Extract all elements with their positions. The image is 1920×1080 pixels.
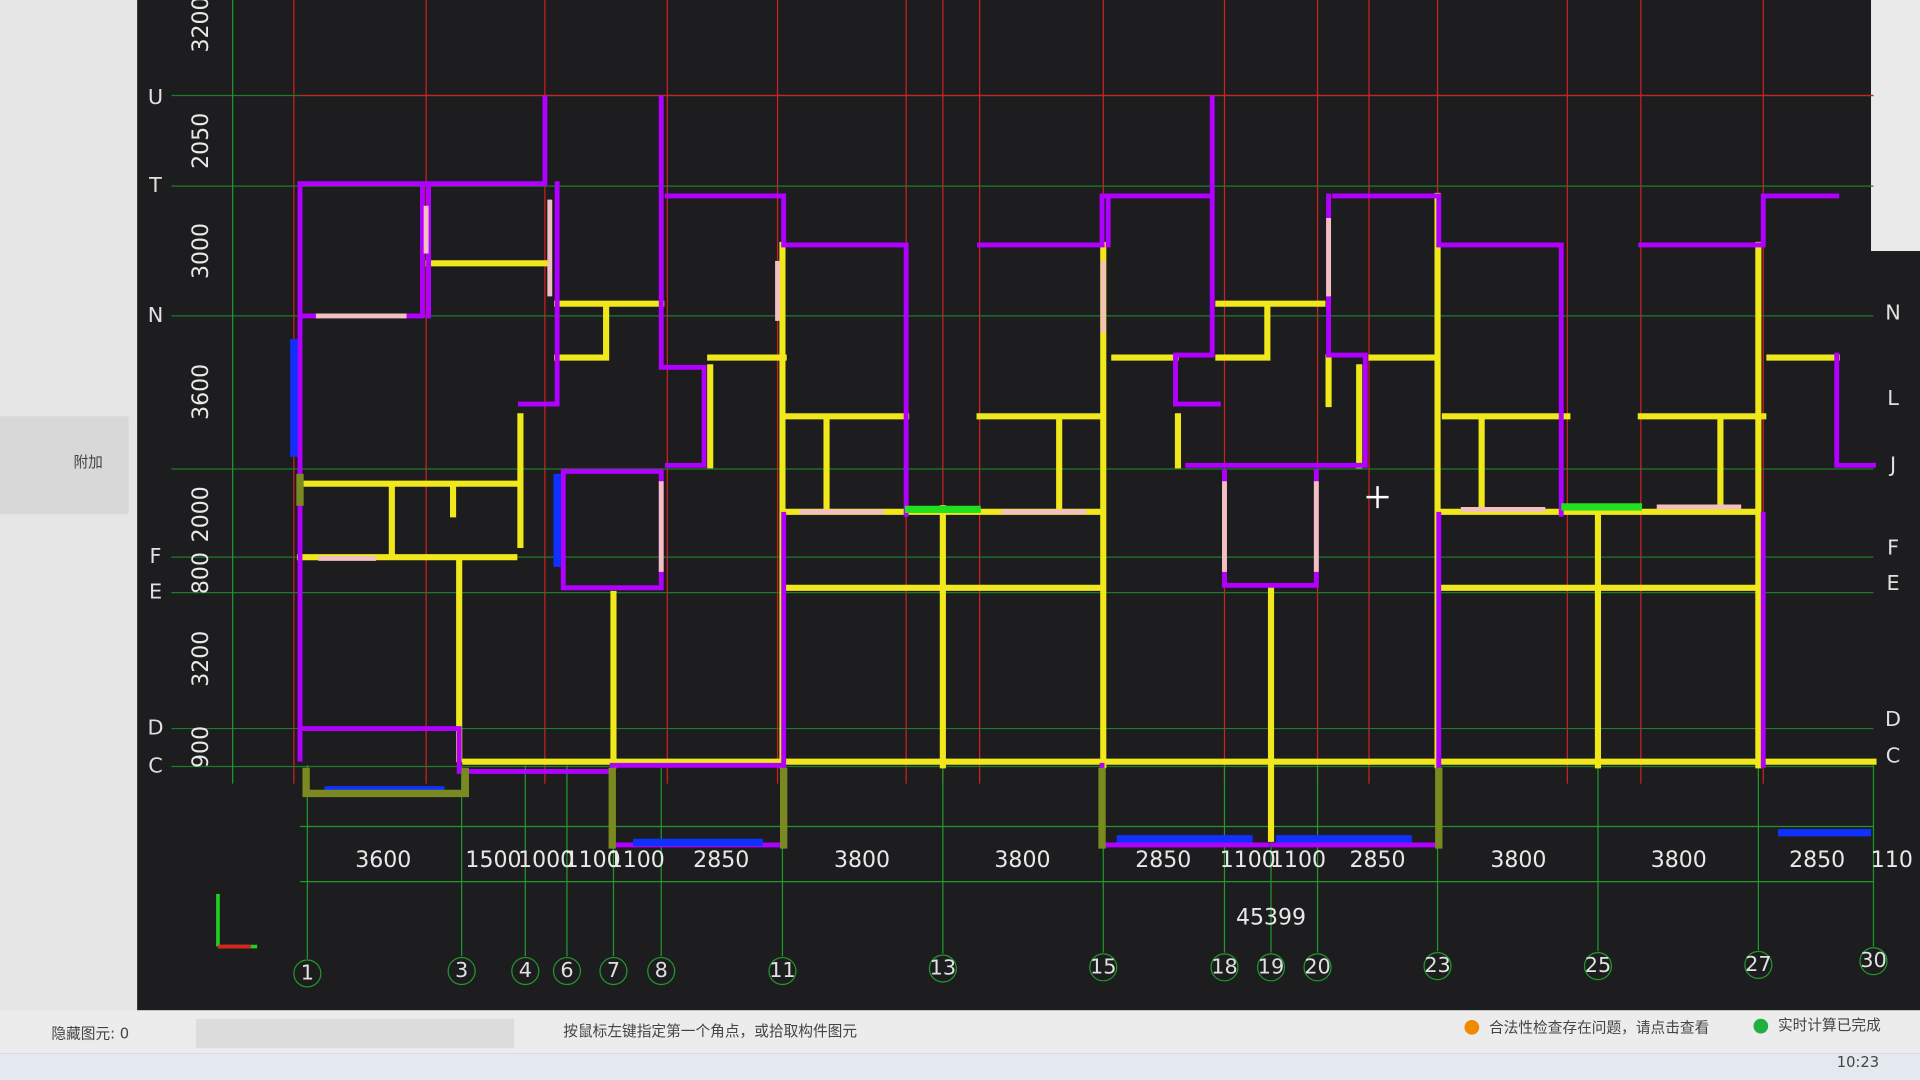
axis-letter: N (1885, 300, 1901, 324)
axis-bubble (928, 954, 957, 983)
axis-bubble (647, 956, 676, 986)
axis-bubble (511, 956, 540, 986)
dimension: 3800 (994, 848, 1050, 873)
panel-tab[interactable]: 附加 (73, 454, 102, 471)
axis-number: 19 (1258, 954, 1284, 978)
dimension: 900 (189, 726, 214, 768)
taskbar (0, 1053, 1920, 1080)
clock: 10:23 (1837, 1054, 1879, 1071)
dimension: 2050 (189, 113, 214, 169)
axis-letter: E (1886, 571, 1899, 595)
axis-bubble (1210, 953, 1239, 982)
dimension: 1000 (518, 848, 574, 873)
axis-bubble (447, 956, 476, 986)
axis-bubble (552, 956, 582, 986)
axis-bubble (768, 956, 797, 986)
axis-bubble (1089, 953, 1118, 982)
axis-number: 27 (1745, 952, 1771, 976)
dimension: 3600 (189, 364, 214, 420)
axis-letter: C (1886, 744, 1901, 768)
warn-icon (1464, 1020, 1480, 1035)
axis-bubble (1303, 953, 1332, 982)
dimension: 2850 (1789, 848, 1845, 873)
dimension: 3200 (189, 0, 214, 53)
dimension: 2000 (189, 486, 214, 542)
axis-letter: C (148, 754, 163, 778)
dimension: 3600 (355, 848, 411, 873)
axis-number: 8 (655, 958, 668, 982)
axis-bubble (1859, 947, 1888, 976)
axis-number: 3 (455, 958, 468, 982)
axis-number: 1 (301, 960, 314, 984)
axis-bubble (1423, 952, 1452, 981)
check-warning[interactable]: 合法性检查存在问题，请点击查看 (1489, 1020, 1709, 1037)
dimension: 1500 (465, 848, 521, 873)
axis-bubble (599, 956, 628, 986)
axis-number: 6 (560, 958, 573, 982)
ok-icon (1753, 1018, 1769, 1034)
axis-number: 13 (930, 956, 956, 980)
axis-letter: F (1887, 536, 1899, 560)
axis-letter: N (148, 303, 164, 327)
axis-letter: D (1885, 707, 1901, 731)
axis-letter: E (149, 580, 162, 604)
panel-tab-bar (0, 416, 129, 515)
dimension: 3200 (189, 631, 214, 687)
dimension: 3800 (1651, 848, 1707, 873)
axis-bubble (1583, 952, 1613, 981)
axis-number: 30 (1860, 948, 1886, 972)
axis-bubble (1744, 950, 1773, 979)
axis-number: 11 (769, 958, 795, 982)
axis-letter: J (1888, 452, 1896, 476)
dimension: 2850 (1350, 848, 1406, 873)
axis-number: 18 (1211, 954, 1237, 978)
axis-letter: U (148, 85, 163, 109)
axis-letter: D (148, 716, 164, 740)
total-dimension: 45399 (1236, 905, 1306, 930)
axis-letter: T (148, 173, 162, 197)
prompt: 按鼠标左键指定第一个角点，或拾取构件图元 (563, 1022, 857, 1040)
dimension: 3800 (1490, 848, 1546, 873)
axis-number: 23 (1424, 953, 1450, 977)
dimension: 1100 (1270, 848, 1326, 873)
calc-status: 实时计算已完成 (1778, 1017, 1881, 1034)
axis-number: 15 (1090, 954, 1116, 978)
snap-tools[interactable] (195, 1018, 515, 1049)
axis-letter: L (1887, 386, 1899, 410)
axis-bubble (293, 959, 322, 988)
axis-number: 4 (519, 958, 532, 982)
axis-letter: F (150, 544, 162, 568)
axis-number: 20 (1304, 954, 1330, 978)
axis-bubble (1256, 953, 1286, 982)
axis-number: 25 (1585, 953, 1611, 977)
dimension: 1100 (1220, 848, 1276, 873)
dimension: 3000 (189, 223, 214, 279)
dimension: 1100 (565, 848, 621, 873)
dimension: 1100 (609, 848, 665, 873)
walls (290, 95, 1877, 849)
dimension: 800 (189, 552, 214, 594)
dimension: 3800 (834, 848, 890, 873)
hidden-count: 隐藏图元: 0 (51, 1026, 129, 1043)
dimension: 2850 (1135, 848, 1191, 873)
right-toolbar (1871, 0, 1920, 252)
dimension: 110 (1871, 848, 1913, 873)
dimension: 2850 (693, 848, 749, 873)
axis-number: 7 (607, 958, 620, 982)
